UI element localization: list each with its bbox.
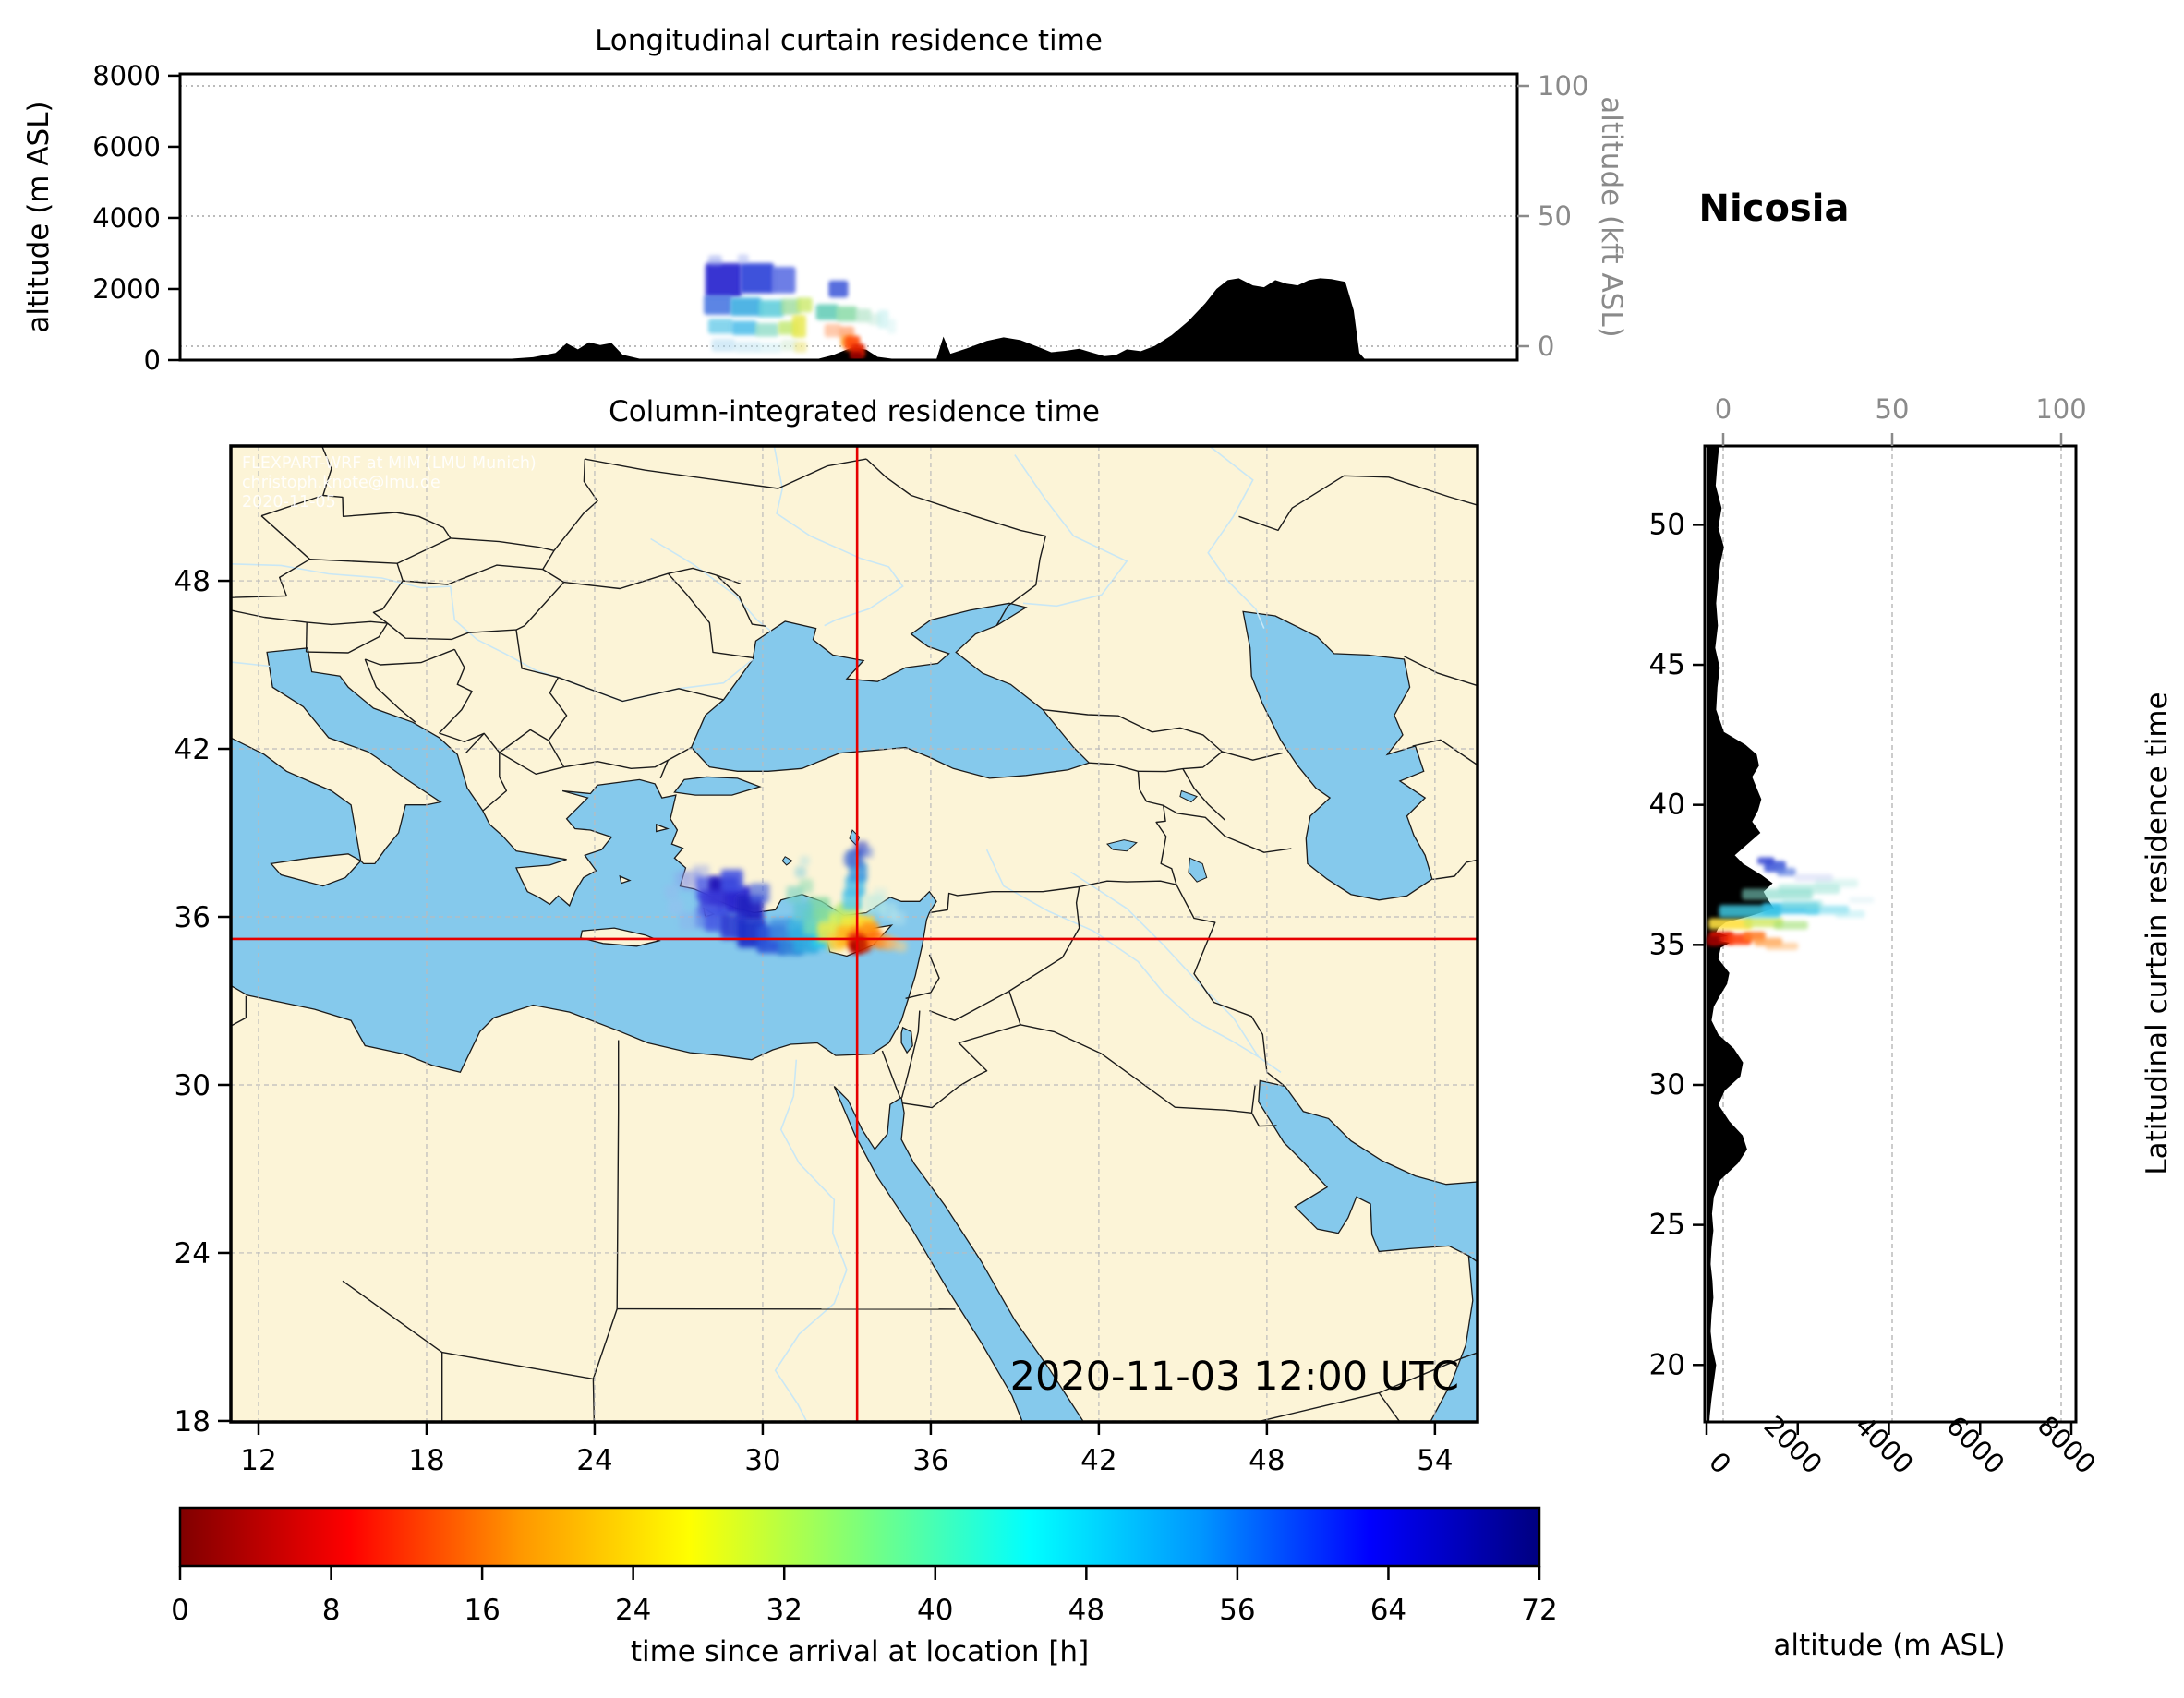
- longitudinal-curtain-panel: 0 2000 4000 6000 8000 0 50 100: [92, 60, 1588, 376]
- svg-text:24: 24: [615, 1594, 651, 1627]
- svg-text:0: 0: [144, 344, 161, 376]
- latitudinal-curtain-title: Latitudinal curtain residence time: [2141, 692, 2174, 1175]
- svg-text:35: 35: [1649, 928, 1685, 961]
- svg-text:48: 48: [175, 565, 211, 598]
- svg-text:40: 40: [1649, 789, 1685, 822]
- svg-text:0: 0: [1538, 331, 1554, 362]
- svg-text:2000: 2000: [92, 273, 161, 305]
- svg-text:64: 64: [1370, 1594, 1406, 1627]
- svg-text:36: 36: [912, 1444, 948, 1477]
- svg-text:18: 18: [408, 1444, 444, 1477]
- svg-text:42: 42: [1080, 1444, 1116, 1477]
- svg-text:18: 18: [175, 1405, 211, 1439]
- svg-text:25: 25: [1649, 1209, 1685, 1242]
- watermark-line-1: FLEXPART-WRF at MIM (LMU Munich): [242, 454, 537, 473]
- svg-text:0: 0: [1715, 393, 1732, 425]
- svg-text:48: 48: [1249, 1444, 1285, 1477]
- longitudinal-curtain-title: Longitudinal curtain residence time: [595, 24, 1103, 57]
- y-axis-label-altitude-m: altitude (m ASL): [22, 101, 55, 333]
- svg-text:50: 50: [1649, 508, 1685, 541]
- svg-text:50: 50: [1538, 200, 1572, 232]
- svg-text:4000: 4000: [92, 202, 161, 234]
- watermark-line-2: christoph.knote@lmu.de: [242, 474, 440, 492]
- svg-text:6000: 6000: [92, 131, 161, 163]
- watermark-line-3: 2020-11-05: [242, 493, 336, 512]
- svg-text:16: 16: [464, 1594, 500, 1627]
- svg-text:20: 20: [1649, 1348, 1685, 1381]
- svg-text:24: 24: [576, 1444, 612, 1477]
- svg-text:24: 24: [175, 1237, 211, 1270]
- svg-text:30: 30: [175, 1069, 211, 1102]
- svg-text:8000: 8000: [92, 60, 161, 91]
- map-crosshair: [231, 446, 1478, 1422]
- svg-text:45: 45: [1649, 648, 1685, 681]
- colorbar-label: time since arrival at location [h]: [630, 1635, 1090, 1668]
- latitudinal-terrain-and-plume: [1707, 446, 1875, 1422]
- station-name: Nicosia: [1698, 187, 1850, 230]
- svg-text:100: 100: [2035, 393, 2086, 425]
- longitudinal-terrain-and-plume: [180, 254, 1517, 360]
- svg-text:12: 12: [240, 1444, 276, 1477]
- colorbar: 0 8 16 24 32 40 48 56 64 72: [171, 1506, 1558, 1627]
- svg-text:48: 48: [1068, 1594, 1104, 1627]
- map-water: [231, 602, 1478, 1422]
- svg-text:42: 42: [175, 733, 211, 766]
- svg-text:50: 50: [1876, 393, 1910, 425]
- svg-text:0: 0: [171, 1594, 189, 1627]
- svg-text:30: 30: [1649, 1068, 1685, 1102]
- y-axis-label-altitude-kft: altitude (kft ASL): [1595, 96, 1628, 338]
- svg-text:36: 36: [175, 901, 211, 934]
- svg-text:8: 8: [322, 1594, 341, 1627]
- svg-text:40: 40: [917, 1594, 953, 1627]
- map-title: Column-integrated residence time: [609, 395, 1100, 428]
- svg-text:72: 72: [1521, 1594, 1557, 1627]
- watermark: FLEXPART-WRF at MIM (LMU Munich) christo…: [242, 454, 537, 512]
- svg-text:54: 54: [1417, 1444, 1453, 1477]
- svg-text:32: 32: [766, 1594, 802, 1627]
- map-datetime-label: 2020-11-03 12:00 UTC: [1009, 1354, 1459, 1400]
- svg-text:30: 30: [744, 1444, 780, 1477]
- map-country-borders: [231, 446, 1478, 1422]
- map-panel: 12 18 24 30 36 42 48 54 18 24 30 36 42 48: [175, 444, 1479, 1477]
- alt-tick-label: 0: [1703, 1446, 1737, 1480]
- svg-text:100: 100: [1538, 70, 1588, 102]
- svg-text:56: 56: [1219, 1594, 1255, 1627]
- x-axis-label-altitude-m: altitude (m ASL): [1773, 1629, 2006, 1662]
